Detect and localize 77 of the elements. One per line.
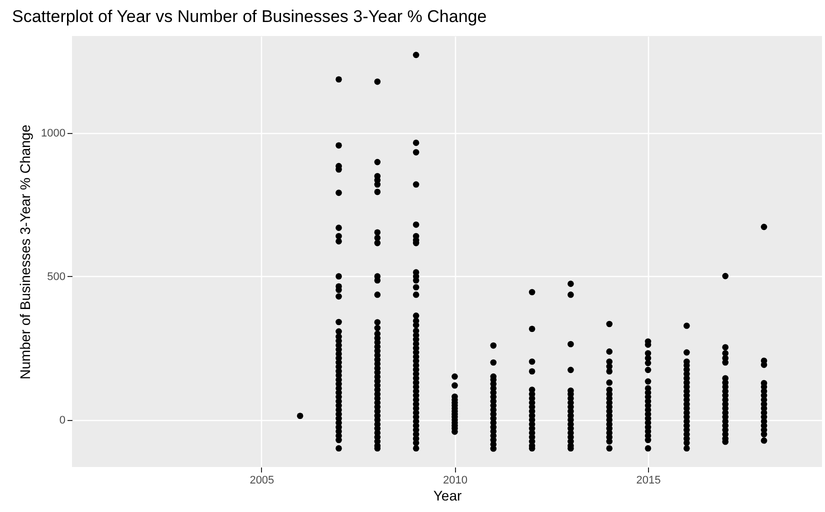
point [412, 181, 420, 188]
y-tick-label: 0 [59, 414, 66, 426]
point [412, 292, 420, 298]
point [606, 348, 613, 355]
point [412, 140, 420, 146]
point [336, 445, 342, 452]
point [722, 344, 729, 350]
point [374, 78, 381, 85]
point [412, 52, 420, 58]
point [374, 240, 381, 246]
point [452, 382, 458, 389]
point [374, 319, 381, 326]
point [374, 229, 381, 236]
point [490, 342, 497, 349]
point [644, 378, 652, 385]
point [374, 292, 381, 298]
point [336, 76, 342, 83]
point [412, 284, 420, 290]
point [412, 277, 420, 284]
x-tick-label: 2015 [636, 474, 661, 486]
point [760, 431, 768, 438]
point [644, 366, 652, 374]
point [490, 359, 497, 366]
point [760, 224, 768, 230]
point [336, 293, 342, 300]
point [644, 445, 652, 452]
y-tick-label: 1000 [41, 127, 66, 140]
point [644, 360, 652, 366]
point [606, 368, 613, 375]
x-tick-label: 2010 [442, 474, 468, 486]
point [684, 440, 690, 446]
point [722, 359, 729, 366]
point [490, 445, 497, 452]
x-tick-label: 2005 [250, 474, 274, 486]
point [336, 328, 342, 335]
point [452, 373, 458, 380]
point [336, 224, 342, 231]
point [644, 436, 652, 444]
point [412, 445, 420, 452]
y-axis-title: Number of Businesses 3-Year % Change [17, 124, 34, 380]
point [528, 288, 536, 296]
point [374, 277, 381, 284]
point [336, 318, 342, 326]
x-axis-title: Year [433, 488, 462, 504]
point [374, 324, 381, 332]
point [568, 366, 574, 374]
point [374, 188, 381, 196]
point [374, 181, 381, 188]
point [336, 142, 342, 149]
point [606, 438, 613, 445]
point [336, 190, 342, 196]
point [412, 221, 420, 228]
point [336, 436, 342, 444]
point [684, 445, 690, 452]
point [684, 322, 690, 329]
point [296, 412, 304, 420]
point [568, 292, 574, 298]
point [606, 379, 613, 386]
point [528, 368, 536, 375]
point [684, 349, 690, 356]
point [336, 273, 342, 280]
point [336, 238, 342, 244]
point [722, 272, 729, 280]
point [606, 320, 613, 328]
point [528, 358, 536, 365]
point [528, 326, 536, 332]
point [760, 437, 768, 444]
point [412, 149, 420, 156]
point [606, 445, 613, 452]
chart-title: Scatterplot of Year vs Number of Businesses 3-Year % Change [12, 7, 487, 26]
point [760, 362, 768, 368]
point [374, 158, 381, 166]
point [568, 280, 574, 287]
point [568, 340, 574, 348]
point [412, 322, 420, 328]
point [412, 440, 420, 446]
y-tick-label: 500 [47, 270, 66, 283]
